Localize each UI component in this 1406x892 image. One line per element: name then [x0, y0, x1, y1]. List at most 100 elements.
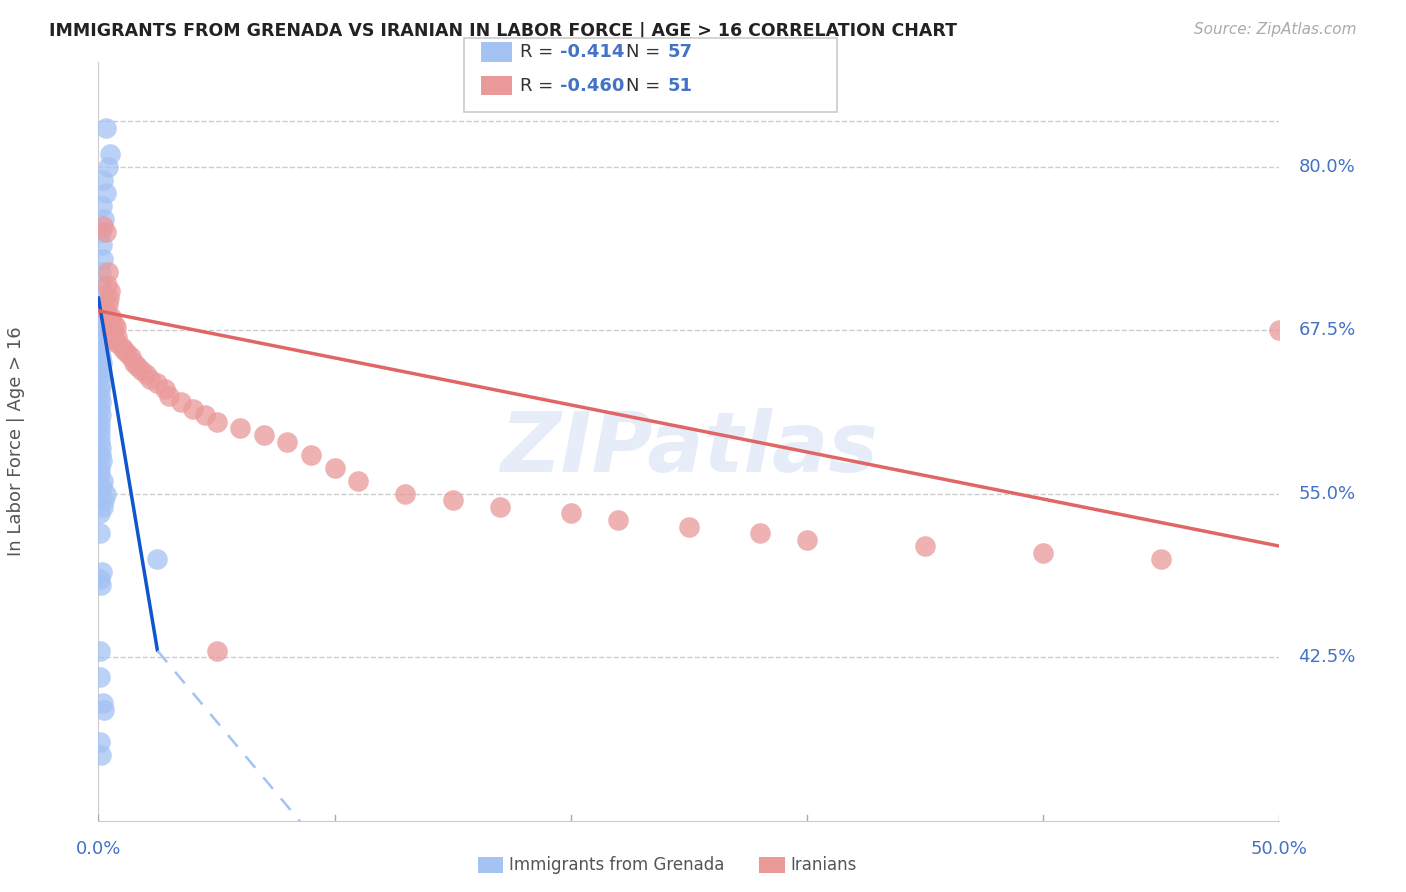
Point [91, 454, 114, 468]
Point [105, 336, 128, 351]
Point [89, 421, 111, 435]
Text: 50.0%: 50.0% [1251, 840, 1308, 858]
Point [89, 336, 111, 351]
Point [323, 460, 346, 475]
Text: -0.460: -0.460 [560, 77, 624, 95]
Point [89, 428, 111, 442]
Point [89, 415, 111, 429]
Point [89, 643, 111, 657]
Point [91, 173, 114, 187]
Point [103, 317, 125, 331]
Text: Iranians: Iranians [790, 856, 856, 874]
Point [139, 372, 162, 386]
Point [1032, 546, 1054, 560]
Point [90, 409, 112, 423]
Point [89, 389, 111, 403]
Point [97, 297, 120, 311]
Point [90, 448, 112, 462]
Point [90, 578, 112, 592]
Point [101, 327, 124, 342]
Point [89, 323, 111, 337]
Point [89, 526, 111, 541]
Point [91, 199, 114, 213]
Point [91, 219, 114, 233]
Point [89, 369, 111, 384]
Point [89, 434, 111, 449]
Point [91, 356, 114, 370]
Point [91, 474, 114, 488]
Point [91, 566, 114, 580]
Point [489, 500, 512, 514]
Point [94, 226, 117, 240]
Point [89, 460, 111, 475]
Point [94, 303, 117, 318]
Point [90, 226, 112, 240]
Point [90, 297, 112, 311]
Point [93, 493, 115, 508]
Point [89, 507, 111, 521]
Point [89, 572, 111, 586]
Point [347, 474, 370, 488]
Text: In Labor Force | Age > 16: In Labor Force | Age > 16 [7, 326, 25, 557]
Point [1268, 323, 1291, 337]
Point [103, 333, 125, 347]
Point [105, 319, 128, 334]
Point [153, 382, 176, 396]
Text: N =: N = [626, 77, 665, 95]
Point [89, 401, 111, 416]
Point [194, 409, 217, 423]
Point [91, 500, 114, 514]
Point [89, 362, 111, 376]
Text: -0.414: -0.414 [560, 43, 624, 61]
Point [91, 480, 114, 494]
Point [97, 160, 120, 174]
Point [100, 310, 122, 325]
Point [89, 467, 111, 482]
Point [122, 356, 145, 370]
Point [91, 252, 114, 266]
Text: 57: 57 [668, 43, 693, 61]
Point [229, 421, 252, 435]
Point [1150, 552, 1173, 566]
Point [299, 448, 322, 462]
Point [748, 526, 770, 541]
Point [90, 441, 112, 455]
Text: R =: R = [520, 43, 560, 61]
Text: IMMIGRANTS FROM GRENADA VS IRANIAN IN LABOR FORCE | AGE > 16 CORRELATION CHART: IMMIGRANTS FROM GRENADA VS IRANIAN IN LA… [49, 22, 957, 40]
Point [91, 696, 114, 710]
Point [90, 395, 112, 409]
Point [89, 382, 111, 396]
Point [93, 702, 115, 716]
Point [90, 330, 112, 344]
Point [90, 748, 112, 763]
Point [90, 277, 112, 292]
Point [112, 343, 135, 357]
Point [678, 519, 700, 533]
Point [91, 376, 114, 390]
Text: 42.5%: 42.5% [1298, 648, 1355, 666]
Point [914, 539, 936, 553]
Point [100, 323, 122, 337]
Text: 80.0%: 80.0% [1298, 158, 1355, 176]
Point [94, 120, 117, 135]
Point [90, 303, 112, 318]
Point [181, 401, 204, 416]
Point [89, 343, 111, 357]
Point [98, 284, 121, 298]
Point [205, 643, 228, 657]
Text: Immigrants from Grenada: Immigrants from Grenada [509, 856, 724, 874]
Point [394, 487, 416, 501]
Text: ZIPatlas: ZIPatlas [501, 408, 877, 489]
Point [253, 428, 276, 442]
Point [157, 389, 180, 403]
Text: N =: N = [626, 43, 665, 61]
Point [111, 340, 134, 354]
Point [607, 513, 630, 527]
Text: 51: 51 [668, 77, 693, 95]
Point [89, 291, 111, 305]
Point [91, 238, 114, 252]
Text: 55.0%: 55.0% [1298, 485, 1355, 503]
Point [276, 434, 298, 449]
Point [90, 317, 112, 331]
Text: R =: R = [520, 77, 560, 95]
